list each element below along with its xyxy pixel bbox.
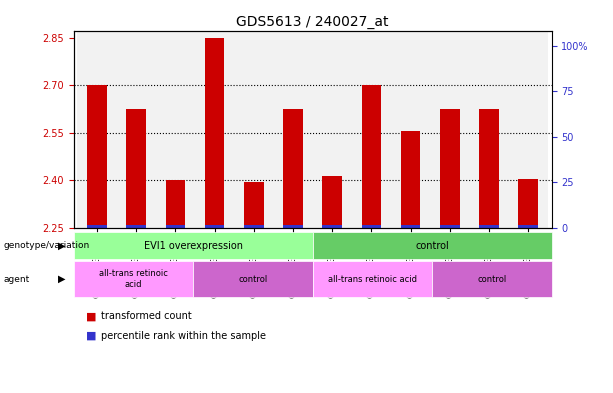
- Bar: [283, 225, 303, 228]
- Text: percentile rank within the sample: percentile rank within the sample: [101, 331, 266, 341]
- Bar: [166, 225, 185, 228]
- Bar: [156, 31, 195, 228]
- Bar: [430, 31, 470, 228]
- Bar: [362, 85, 381, 228]
- Bar: [509, 31, 548, 228]
- Bar: [205, 225, 224, 228]
- Text: EVI1 overexpression: EVI1 overexpression: [143, 241, 243, 251]
- Bar: [116, 31, 156, 228]
- Bar: [87, 225, 107, 228]
- Text: genotype/variation: genotype/variation: [3, 241, 89, 250]
- Bar: [440, 109, 460, 228]
- Text: ▶: ▶: [58, 241, 66, 251]
- Bar: [313, 31, 352, 228]
- Bar: [205, 38, 224, 228]
- Text: transformed count: transformed count: [101, 311, 192, 321]
- Bar: [126, 109, 146, 228]
- Bar: [519, 225, 538, 228]
- Bar: [273, 31, 313, 228]
- Bar: [401, 225, 421, 228]
- Bar: [283, 109, 303, 228]
- Bar: [126, 225, 146, 228]
- Bar: [479, 109, 499, 228]
- Bar: [519, 179, 538, 228]
- Text: all-trans retinoic
acid: all-trans retinoic acid: [99, 269, 168, 289]
- Bar: [234, 31, 273, 228]
- Bar: [244, 225, 264, 228]
- Bar: [440, 225, 460, 228]
- Bar: [470, 31, 509, 228]
- Bar: [479, 225, 499, 228]
- Text: agent: agent: [3, 275, 29, 283]
- Bar: [195, 31, 234, 228]
- Bar: [362, 225, 381, 228]
- Bar: [77, 31, 116, 228]
- Bar: [401, 131, 421, 228]
- Text: ▶: ▶: [58, 274, 66, 284]
- Bar: [322, 176, 342, 228]
- Text: control: control: [415, 241, 449, 251]
- Text: control: control: [478, 275, 506, 283]
- Bar: [322, 225, 342, 228]
- Bar: [244, 182, 264, 228]
- Bar: [391, 31, 430, 228]
- Title: GDS5613 / 240027_at: GDS5613 / 240027_at: [237, 15, 389, 29]
- Text: ■: ■: [86, 331, 96, 341]
- Bar: [352, 31, 391, 228]
- Text: control: control: [238, 275, 267, 283]
- Text: ■: ■: [86, 311, 96, 321]
- Bar: [166, 180, 185, 228]
- Text: all-trans retinoic acid: all-trans retinoic acid: [328, 275, 417, 283]
- Bar: [87, 85, 107, 228]
